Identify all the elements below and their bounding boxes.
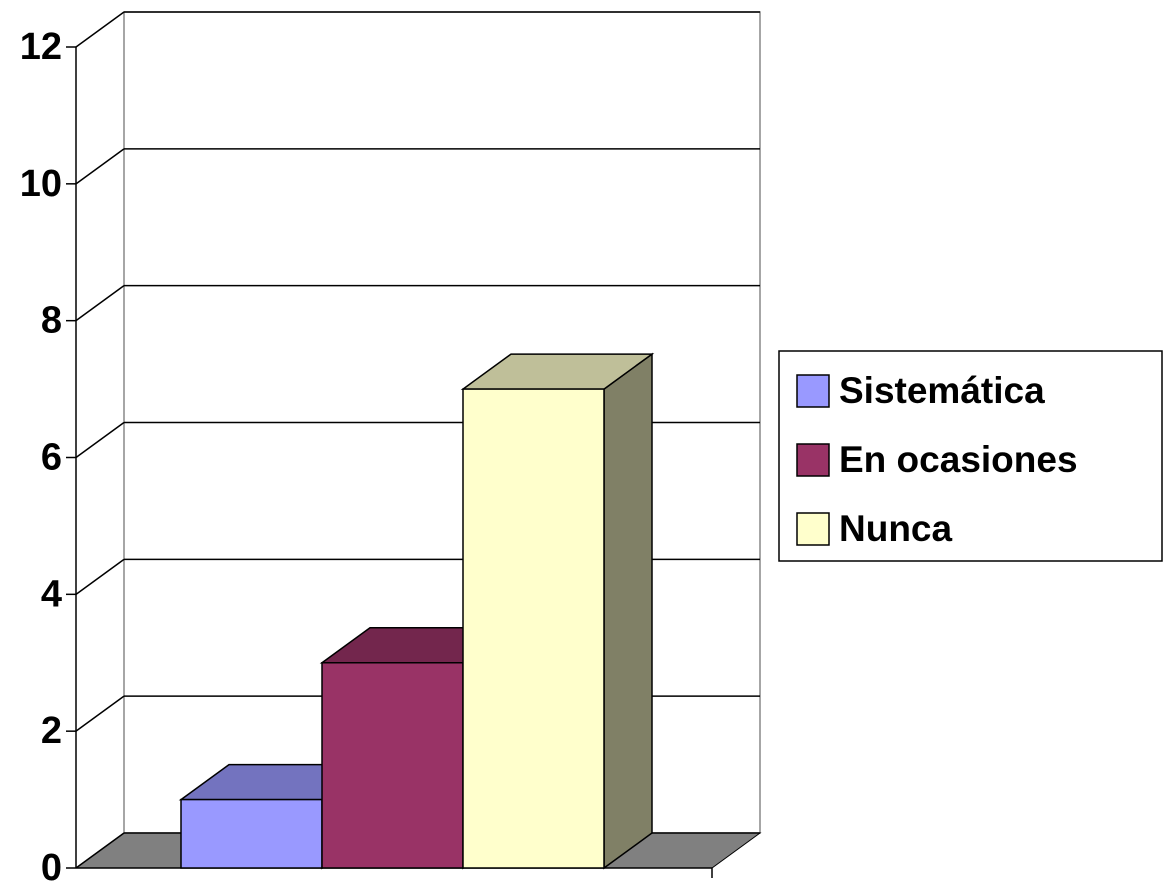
legend-label: Nunca <box>839 508 953 549</box>
y-tick-label: 8 <box>41 300 62 342</box>
legend-box <box>778 350 1163 562</box>
legend-swatch <box>796 374 830 408</box>
y-tick-label: 4 <box>41 573 62 615</box>
side-grid-line <box>75 558 125 595</box>
bar-side <box>603 352 653 870</box>
y-tick-label: 6 <box>41 437 62 479</box>
bar <box>321 662 464 869</box>
side-grid-line <box>75 11 125 48</box>
side-grid-line <box>75 695 125 732</box>
bar <box>180 798 323 869</box>
side-grid-line <box>75 148 125 185</box>
y-tick-label: 10 <box>20 163 62 205</box>
side-grid-line <box>75 421 125 459</box>
y-tick-label: 0 <box>41 847 62 886</box>
legend-swatch <box>796 443 830 477</box>
bar <box>462 388 605 869</box>
legend-swatch <box>796 512 830 546</box>
side-grid-line <box>75 285 125 322</box>
y-tick-label: 12 <box>20 26 62 68</box>
side-grid-line <box>75 832 125 869</box>
legend-label: Sistemática <box>839 370 1045 411</box>
y-tick-label: 2 <box>41 710 62 752</box>
legend-label: En ocasiones <box>839 439 1078 480</box>
